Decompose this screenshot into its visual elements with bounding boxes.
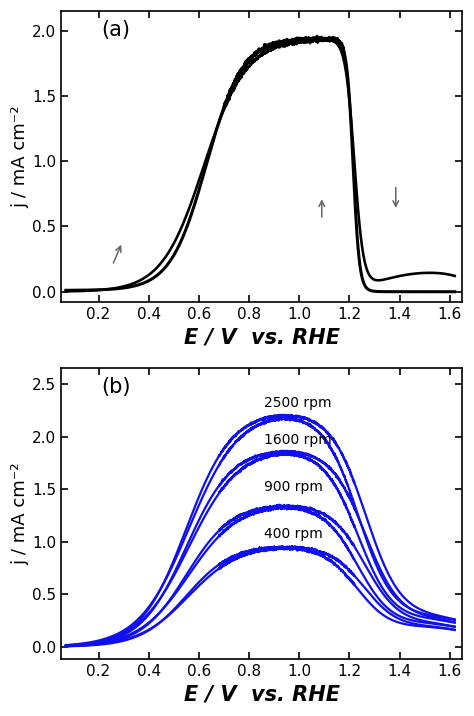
Text: (b): (b) <box>101 377 130 397</box>
X-axis label: E / V  vs. RHE: E / V vs. RHE <box>183 685 339 705</box>
Y-axis label: j / mA cm⁻²: j / mA cm⁻² <box>11 105 29 208</box>
Text: 400 rpm: 400 rpm <box>264 528 323 541</box>
Text: 2500 rpm: 2500 rpm <box>264 396 332 410</box>
Text: 1600 rpm: 1600 rpm <box>264 433 332 447</box>
Text: 900 rpm: 900 rpm <box>264 480 323 494</box>
Text: (a): (a) <box>101 20 130 40</box>
X-axis label: E / V  vs. RHE: E / V vs. RHE <box>183 328 339 347</box>
Y-axis label: j / mA cm⁻²: j / mA cm⁻² <box>11 463 29 565</box>
